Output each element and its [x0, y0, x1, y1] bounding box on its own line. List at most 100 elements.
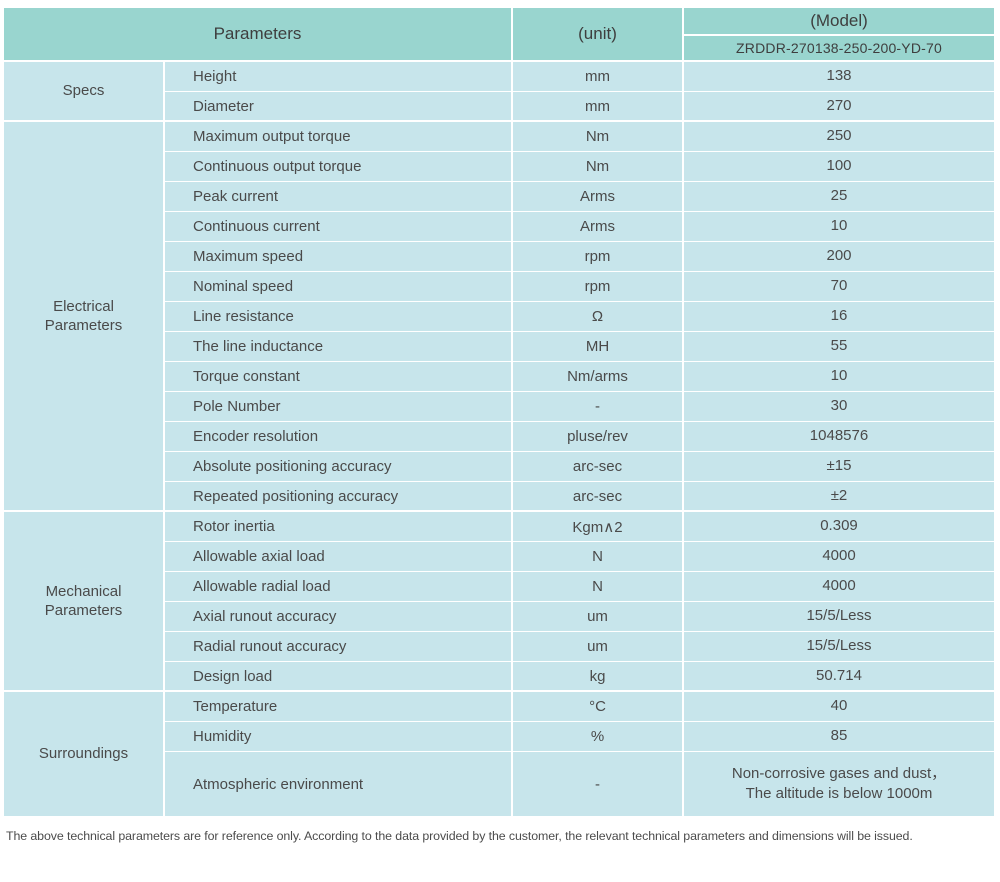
param-cell: Continuous output torque [165, 152, 513, 182]
table-row: Diameter mm 270 [4, 92, 996, 122]
unit-cell: rpm [513, 272, 684, 302]
table-row: Specs Height mm 138 [4, 62, 996, 122]
value-cell: ±2 [684, 482, 996, 512]
param-cell: Humidity [165, 722, 513, 752]
table-row: Line resistance Ω 16 [4, 302, 996, 332]
param-cell: Continuous current [165, 212, 513, 242]
unit-cell: pluse/rev [513, 422, 684, 452]
value-cell: Non-corrosive gases and dust， The altitu… [684, 752, 996, 818]
unit-cell: kg [513, 662, 684, 692]
param-cell: Pole Number [165, 392, 513, 422]
param-cell: Allowable radial load [165, 572, 513, 602]
value-cell: 15/5/Less [684, 632, 996, 662]
unit-cell: % [513, 722, 684, 752]
unit-cell: arc-sec [513, 452, 684, 482]
unit-cell: arc-sec [513, 482, 684, 512]
table-row: Atmospheric environment - Non-corrosive ga… [4, 752, 996, 818]
table-header: Parameters (unit) (Model) ZRDDR-270138-2… [4, 8, 996, 62]
unit-cell: rpm [513, 242, 684, 272]
unit-cell: N [513, 572, 684, 602]
header-parameters: Parameters [4, 8, 513, 62]
value-cell: 85 [684, 722, 996, 752]
unit-cell: Nm [513, 152, 684, 182]
unit-cell: - [513, 392, 684, 422]
value-cell: 30 [684, 392, 996, 422]
unit-cell: Kgm∧2 [513, 512, 684, 542]
value-cell: 25 [684, 182, 996, 212]
unit-cell: MH [513, 332, 684, 362]
value-cell: 270 [684, 92, 996, 122]
table-row: Maximum speed rpm 200 [4, 242, 996, 272]
param-cell: Rotor inertia [165, 512, 513, 542]
param-cell: Encoder resolution [165, 422, 513, 452]
value-cell: 200 [684, 242, 996, 272]
table-row: Peak current Arms 25 [4, 182, 996, 212]
value-cell: 250 [684, 122, 996, 152]
param-cell: Line resistance [165, 302, 513, 332]
table-row: Repeated positioning accuracy arc-sec ±2 [4, 482, 996, 512]
param-cell: Atmospheric environment [165, 752, 513, 818]
param-cell: Maximum speed [165, 242, 513, 272]
unit-cell: - [513, 752, 684, 818]
value-cell: 1048576 [684, 422, 996, 452]
table-row: Nominal speed rpm 70 [4, 272, 996, 302]
unit-cell: Ω [513, 302, 684, 332]
table-row: The line inductance MH 55 [4, 332, 996, 362]
table-row: Allowable axial load N 4000 [4, 542, 996, 572]
value-cell: 138 [684, 62, 996, 92]
value-cell: 55 [684, 332, 996, 362]
param-cell: Torque constant [165, 362, 513, 392]
value-cell: 40 [684, 692, 996, 722]
table-row: Axial runout accuracy um 15/5/Less [4, 602, 996, 632]
value-cell: 4000 [684, 572, 996, 602]
param-cell: Peak current [165, 182, 513, 212]
table-row: Allowable radial load N 4000 [4, 572, 996, 602]
param-cell: The line inductance [165, 332, 513, 362]
param-cell: Maximum output torque [165, 122, 513, 152]
spec-table: Parameters (unit) (Model) ZRDDR-270138-2… [4, 8, 996, 818]
table-row: Torque constant Nm/arms 10 [4, 362, 996, 392]
param-cell: Design load [165, 662, 513, 692]
unit-cell: Arms [513, 212, 684, 242]
value-cell: 4000 [684, 542, 996, 572]
table-row: Continuous current Arms 10 [4, 212, 996, 242]
unit-cell: um [513, 632, 684, 662]
unit-cell: Nm [513, 122, 684, 152]
unit-cell: mm [513, 62, 684, 92]
header-row-2: ZRDDR-270138-250-200-YD-70 [4, 36, 996, 62]
value-cell: ±15 [684, 452, 996, 482]
table-row: Pole Number -30 [4, 392, 996, 422]
section-group-label: Surroundings [4, 692, 165, 818]
header-row-1: Parameters (unit) (Model) [4, 8, 996, 62]
table-row: Humidity% 85 [4, 722, 996, 752]
unit-cell: um [513, 602, 684, 632]
param-cell: Repeated positioning accuracy [165, 482, 513, 512]
table-row: Electrical Parameters Maximum output torq… [4, 122, 996, 512]
value-cell: 10 [684, 212, 996, 242]
param-cell: Allowable axial load [165, 542, 513, 572]
section-group-label: Specs [4, 62, 165, 122]
value-cell: 10 [684, 362, 996, 392]
header-model-value: ZRDDR-270138-250-200-YD-70 [684, 36, 996, 62]
param-cell: Temperature [165, 692, 513, 722]
table-row: Encoder resolution pluse/rev 1048576 [4, 422, 996, 452]
section-group-label: Electrical Parameters [4, 122, 165, 512]
param-cell: Height [165, 62, 513, 92]
table-row: Surroundings Temperature °C 40 [4, 692, 996, 818]
value-cell: 100 [684, 152, 996, 182]
header-model: (Model) [684, 8, 996, 36]
table-row: Radial runout accuracy um 15/5/Less [4, 632, 996, 662]
param-cell: Nominal speed [165, 272, 513, 302]
value-cell: 70 [684, 272, 996, 302]
unit-cell: Arms [513, 182, 684, 212]
spec-sheet: Parameters (unit) (Model) ZRDDR-270138-2… [4, 8, 996, 843]
param-cell: Radial runout accuracy [165, 632, 513, 662]
unit-cell: N [513, 542, 684, 572]
unit-cell: °C [513, 692, 684, 722]
param-cell: Diameter [165, 92, 513, 122]
value-cell: 15/5/Less [684, 602, 996, 632]
footer-note: The above technical parameters are for r… [6, 829, 913, 843]
header-unit: (unit) [513, 8, 684, 62]
table-row: Mechanical Parameters Rotor inertia Kgm∧2 0… [4, 512, 996, 692]
spec-table-body: Specs Height mm 138 Diameter mm 270 Electrical … [4, 62, 996, 818]
